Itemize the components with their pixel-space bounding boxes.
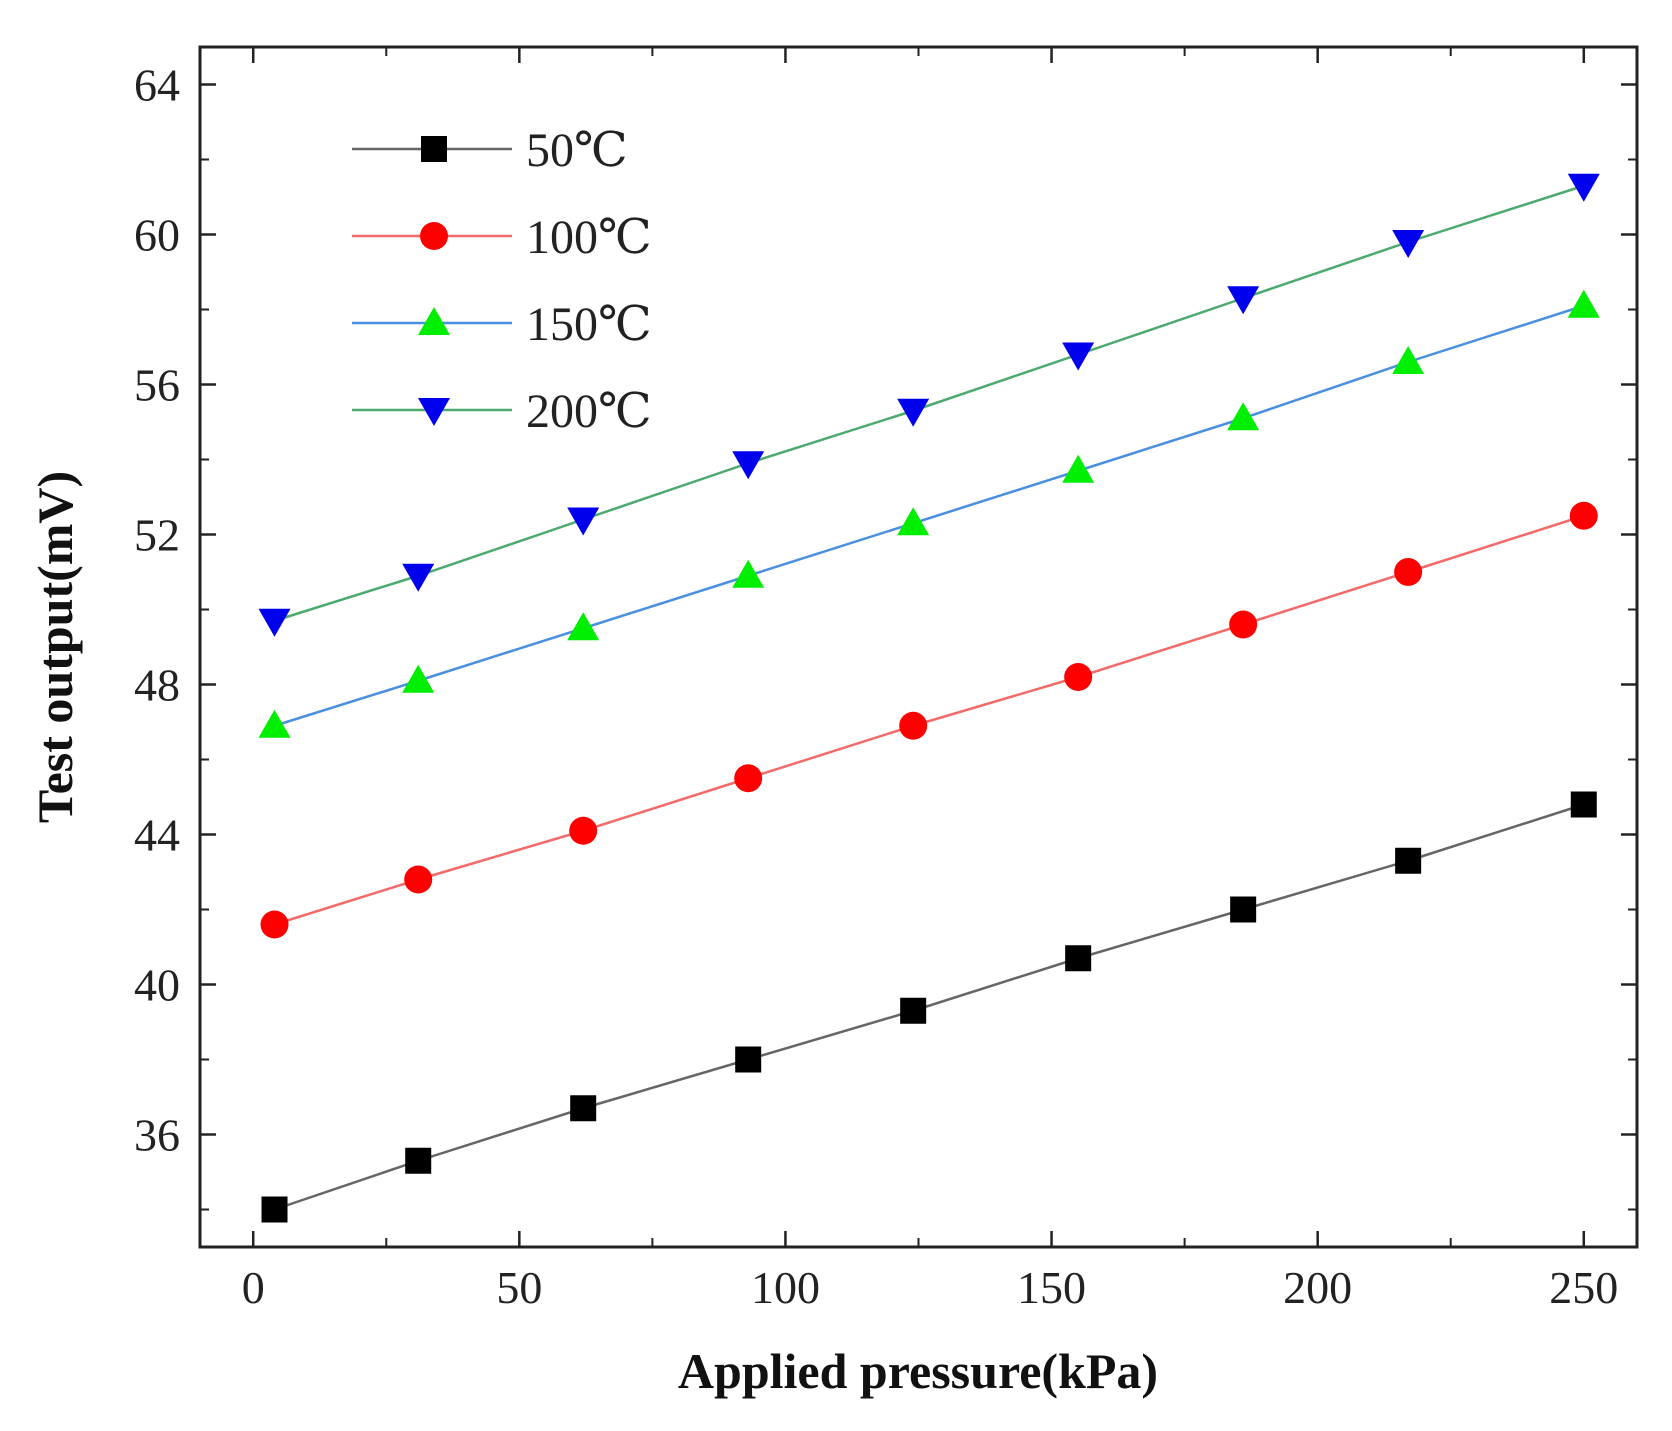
legend-marker (421, 136, 447, 162)
data-point (1570, 791, 1597, 818)
data-point (732, 559, 765, 588)
y-tick-label: 52 (134, 510, 180, 561)
data-point (1392, 230, 1425, 258)
data-point (567, 507, 600, 536)
x-tick-label: 150 (1017, 1262, 1086, 1313)
y-tick-label: 40 (134, 960, 180, 1011)
legend-item: 150℃ (352, 298, 652, 351)
data-point (1569, 501, 1598, 530)
data-point (897, 398, 930, 427)
data-point (1567, 173, 1600, 202)
data-point (402, 664, 435, 693)
y-axis-title: Test output(mV) (27, 471, 83, 823)
plot-frame (198, 45, 1639, 1249)
data-point (1394, 558, 1423, 586)
data-point (1229, 610, 1258, 639)
legend-marker (420, 222, 448, 250)
legend-label: 50℃ (526, 124, 628, 177)
data-point (1230, 896, 1257, 923)
y-tick-label: 56 (134, 360, 180, 411)
legend-marker (418, 398, 450, 426)
data-series (258, 173, 1600, 1223)
data-point (734, 764, 763, 793)
data-point (899, 711, 928, 740)
data-point (1064, 663, 1093, 691)
legend: 50℃ 100℃ 150℃ 200℃ (352, 124, 652, 438)
data-point (1395, 847, 1422, 874)
y-tick-label: 48 (134, 660, 180, 711)
legend-label: 100℃ (526, 211, 652, 264)
data-point (402, 563, 435, 592)
data-point (570, 1095, 597, 1122)
legend-marker (418, 307, 450, 335)
legend-item: 200℃ (352, 385, 652, 438)
data-point (258, 608, 291, 637)
x-tick-label: 200 (1283, 1262, 1352, 1313)
legend-label: 150℃ (526, 298, 652, 351)
x-axis-title: Applied pressure(kPa) (678, 1343, 1158, 1399)
legend-label: 200℃ (526, 385, 652, 438)
data-point (1567, 289, 1600, 318)
data-point (1392, 346, 1425, 374)
legend-item: 100℃ (352, 211, 652, 264)
data-point (900, 997, 927, 1024)
tick-marks (200, 47, 1637, 1247)
series-1 (260, 501, 1598, 939)
data-point (261, 1196, 288, 1223)
data-point (260, 910, 289, 939)
x-tick-label: 50 (496, 1262, 542, 1313)
data-point (569, 816, 598, 845)
y-tick-label: 60 (134, 210, 180, 261)
data-point (258, 709, 291, 738)
x-tick-label: 250 (1549, 1262, 1618, 1313)
data-point (567, 612, 600, 641)
data-point (732, 451, 765, 480)
tick-labels: 0 50 100 150 200 250 36 40 44 48 52 56 60 64 (134, 60, 1618, 1314)
data-point (897, 507, 930, 536)
data-point (1227, 286, 1260, 315)
data-point (1062, 342, 1095, 371)
data-point (735, 1046, 762, 1073)
series-2 (258, 289, 1600, 738)
x-tick-label: 100 (751, 1262, 820, 1313)
data-point (1065, 945, 1092, 972)
data-point (1062, 454, 1095, 483)
x-tick-label: 0 (242, 1262, 265, 1313)
data-point (405, 1147, 432, 1174)
y-tick-label: 44 (134, 810, 180, 861)
data-point (404, 865, 433, 894)
legend-item: 50℃ (352, 124, 628, 177)
data-point (1227, 402, 1260, 431)
y-tick-label: 64 (134, 60, 180, 111)
series-0 (261, 791, 1597, 1223)
y-tick-label: 36 (134, 1110, 180, 1161)
series-3 (258, 173, 1600, 637)
